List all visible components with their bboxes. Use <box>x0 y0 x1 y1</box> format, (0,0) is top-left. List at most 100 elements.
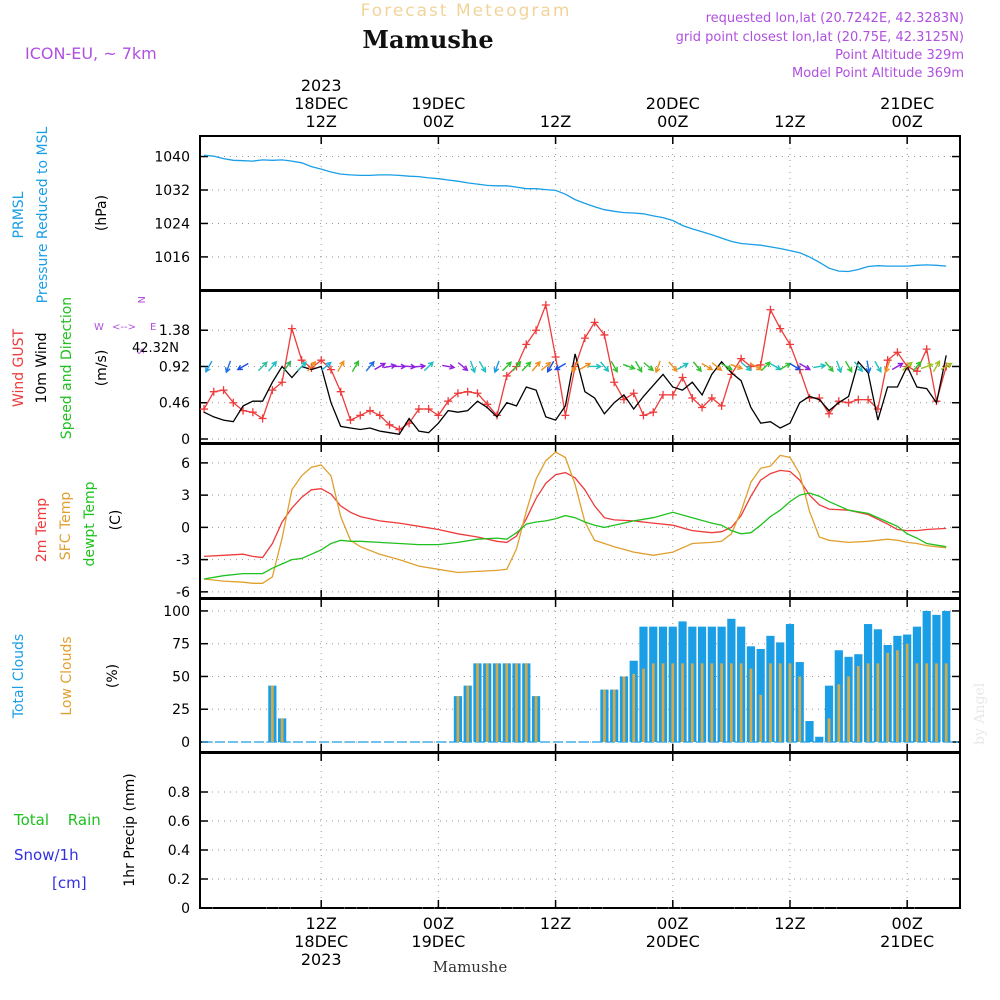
low-cloud-bar <box>710 663 714 742</box>
temp-labels: 2m Temp SFC Temp dewpt Temp (C) <box>34 481 124 566</box>
compass-arrows: <--> <box>112 322 136 333</box>
low-cloud-bar <box>671 663 675 742</box>
low-cloud-bar <box>534 696 538 742</box>
time-label-top: 21DEC <box>880 94 934 113</box>
wind-wind-gust-line-marker <box>268 386 277 395</box>
wind-direction-arrow <box>588 363 603 370</box>
ytick-label-clouds: 100 <box>163 604 190 620</box>
low-cloud-bar <box>700 663 704 742</box>
time-label-top: 2023 <box>301 76 342 95</box>
cloud-labels: Total Clouds Low Clouds (%) <box>11 634 121 719</box>
chart-marks <box>200 154 958 909</box>
low-cloud-bar <box>886 652 890 742</box>
wind-direction-arrow <box>912 360 922 372</box>
wind-wind-gust-line-marker <box>561 411 570 420</box>
model-altitude: Model Point Altitude 369m <box>792 66 964 81</box>
panel-frame-pressure <box>199 135 961 291</box>
time-label-top: 20DEC <box>646 94 700 113</box>
wind-unit: (m/s) <box>94 350 110 387</box>
pressure-label-1: PRMSL <box>11 191 27 238</box>
temperature-sfc-temp-line <box>203 451 947 584</box>
wind-wind-gust-line-marker <box>580 334 589 343</box>
wind-direction-arrow <box>769 362 782 371</box>
low-cloud-bar <box>769 663 772 742</box>
wind-wind-gust-line-marker <box>307 364 316 373</box>
low-cloud-bar <box>837 684 841 742</box>
wind-wind-gust-line-marker <box>854 395 863 404</box>
time-label-bottom: 00Z <box>892 914 923 933</box>
compass-e: E <box>150 322 156 333</box>
wind-direction-arrow <box>540 361 552 371</box>
low-cloud-bar <box>866 663 870 742</box>
ytick-label-precip: 0.6 <box>168 814 190 830</box>
pressure-labels: PRMSL Pressure Reduced to MSL (hPa) <box>11 126 110 303</box>
wind-wind-gust-line-marker <box>698 403 707 412</box>
wind-direction-arrow <box>676 362 690 371</box>
temperature-dewpt-temp-line <box>203 492 947 580</box>
wind-wind-gust-line-marker <box>541 301 550 309</box>
ytick-label-pressure: 1024 <box>154 216 190 232</box>
low-cloud-bar <box>778 663 782 742</box>
wind-wind-gust-line-marker <box>864 395 873 404</box>
wind-label-2: 10m Wind <box>34 332 50 403</box>
wind-direction-arrow <box>205 360 213 373</box>
low-cloud-bar <box>690 663 694 742</box>
gridpoint-coords: grid point closest lon,lat (20.75E, 42.3… <box>676 30 964 45</box>
low-cloud-bar <box>759 694 763 742</box>
precip-label-rain: Total Rain <box>13 811 101 829</box>
ytick-label-precip: 0.2 <box>168 872 190 888</box>
wind-direction-arrow <box>940 362 953 371</box>
model-label: ICON-EU, ~ 7km <box>25 44 157 63</box>
low-cloud-bar <box>905 643 909 742</box>
wind-wind-gust-line-marker <box>453 389 462 398</box>
ytick-label-temperature: 0 <box>181 520 190 536</box>
wind-wind-gust-line-marker <box>766 305 775 314</box>
wind-wind-gust-line-marker <box>278 378 287 387</box>
wind-wind-gust-line-marker <box>639 411 648 420</box>
low-cloud-bar <box>476 663 479 742</box>
low-cloud-bar <box>515 663 518 742</box>
cloud-label-1: Total Clouds <box>11 634 27 719</box>
y-tick-labels: 1016 1024 1032 1040 0 0.46 0.92 1.38 -6 -3 0 3 6 0 25 5… <box>154 150 190 917</box>
wind-wind-gust-line-marker <box>688 394 697 403</box>
wind-wind-gust-line-marker <box>678 373 687 382</box>
time-label-bottom: 00Z <box>657 914 688 933</box>
low-cloud-bar <box>856 665 860 742</box>
wind-direction-arrow <box>502 361 513 372</box>
low-cloud-bar <box>876 663 880 742</box>
ytick-label-clouds: 0 <box>181 735 190 751</box>
wind-wind-gust-line-marker <box>346 416 355 425</box>
ytick-label-wind: 0.92 <box>159 359 190 375</box>
low-cloud-bar <box>622 676 626 742</box>
wind-wind-gust-line-marker <box>248 408 257 417</box>
wind-wind-gust-line-marker <box>629 389 638 398</box>
wind-wind-gust-line-marker <box>668 390 677 399</box>
time-label-bottom: 12Z <box>540 914 571 933</box>
wind-direction-arrow <box>296 361 307 372</box>
grid-lines <box>200 136 960 909</box>
wind-wind-gust-line-marker <box>424 405 433 414</box>
wind-wind-gust-line-marker <box>326 365 335 374</box>
wind-wind-gust-line-marker <box>893 348 902 357</box>
low-cloud-bar <box>798 676 802 742</box>
ytick-label-clouds: 25 <box>172 702 190 718</box>
wind-direction-arrow <box>920 362 934 370</box>
low-cloud-bar <box>681 663 684 742</box>
wind-wind-gust-line-marker <box>366 406 375 415</box>
panel-frame-wind <box>199 290 961 444</box>
pressure-label-2: Pressure Reduced to MSL <box>35 126 51 303</box>
time-label-bottom: 21DEC <box>880 932 934 951</box>
wind-direction-arrow <box>853 361 864 373</box>
low-cloud-bar <box>827 718 831 742</box>
wind-direction-arrow <box>493 360 500 374</box>
time-label-top: 00Z <box>892 112 923 131</box>
wind-direction-arrow <box>337 360 345 373</box>
wind-direction-arrow <box>321 361 332 371</box>
low-cloud-bar <box>651 663 655 742</box>
precip-labels: Total Rain Snow/1h [cm] 1hr Precip (mm) <box>13 773 138 892</box>
wind-wind-gust-line-marker <box>717 401 726 410</box>
wind-direction-arrow <box>692 361 702 373</box>
wind-label-3: Speed and Direction <box>59 297 75 439</box>
ytick-label-temperature: -3 <box>176 553 190 569</box>
temperature-2m-temp-line <box>203 469 947 559</box>
